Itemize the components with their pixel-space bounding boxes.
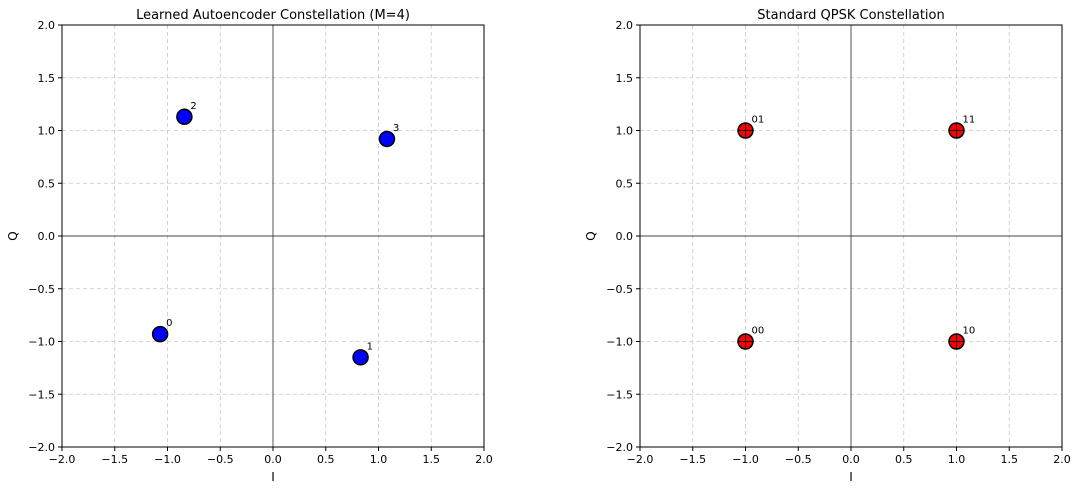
y-tick-label: 0.5 xyxy=(38,177,56,190)
x-tick-label: 1.0 xyxy=(948,453,966,466)
y-tick-label: −1.0 xyxy=(28,336,55,349)
x-tick-label: −2.0 xyxy=(49,453,76,466)
y-tick-label: 0.5 xyxy=(616,177,634,190)
x-tick-label: 0.5 xyxy=(895,453,913,466)
x-tick-label: 0.5 xyxy=(317,453,335,466)
x-tick-label: 1.5 xyxy=(423,453,441,466)
x-tick-label: −1.5 xyxy=(101,453,128,466)
x-tick-label: −2.0 xyxy=(627,453,654,466)
y-tick-label: −2.0 xyxy=(28,441,55,454)
point-label: 11 xyxy=(963,115,976,126)
data-point xyxy=(352,349,369,366)
x-tick-label: −1.5 xyxy=(679,453,706,466)
x-axis-label: I xyxy=(849,470,853,484)
point-label: 3 xyxy=(393,123,399,134)
point-label: 01 xyxy=(752,115,765,126)
data-point xyxy=(378,130,396,148)
y-tick-label: −2.0 xyxy=(606,441,633,454)
y-tick-label: 0.0 xyxy=(616,230,634,243)
y-tick-label: −0.5 xyxy=(606,283,633,296)
point-label: 0 xyxy=(166,318,172,329)
chart-title: Standard QPSK Constellation xyxy=(757,8,944,23)
chart-title: Learned Autoencoder Constellation (M=4) xyxy=(136,8,410,23)
y-tick-label: 2.0 xyxy=(38,19,56,32)
x-tick-label: 0.0 xyxy=(264,453,282,466)
y-tick-label: 1.0 xyxy=(616,125,634,138)
x-tick-label: −1.0 xyxy=(154,453,181,466)
x-tick-label: 2.0 xyxy=(1053,453,1071,466)
y-tick-label: −1.5 xyxy=(606,388,633,401)
y-axis-label: Q xyxy=(6,231,20,240)
x-tick-label: −0.5 xyxy=(207,453,234,466)
y-tick-label: −1.5 xyxy=(28,388,55,401)
data-point xyxy=(151,325,169,343)
chart-1: −2.0−2.0 −1.5 −1.5 −1.0 −1.0 −0.5 −0.5 0.0 0.0 0.… xyxy=(6,8,493,484)
y-tick-label: 1.5 xyxy=(616,72,634,85)
x-tick-label: −1.0 xyxy=(732,453,759,466)
point-label: 10 xyxy=(963,326,976,337)
y-tick-label: −0.5 xyxy=(28,283,55,296)
x-axis-label: I xyxy=(271,470,275,484)
y-tick-label: 2.0 xyxy=(616,19,634,32)
chart-2: −2.0−2.0 −1.5 −1.5 −1.0 −1.0 −0.5 −0.5 0.0 0.0 0.… xyxy=(584,8,1071,484)
y-tick-label: 1.5 xyxy=(38,72,56,85)
point-label: 2 xyxy=(190,101,196,112)
x-tick-label: 1.5 xyxy=(1001,453,1019,466)
data-point xyxy=(176,108,193,126)
x-tick-label: 2.0 xyxy=(475,453,493,466)
x-tick-label: −0.5 xyxy=(785,453,812,466)
point-label: 1 xyxy=(367,341,373,352)
x-tick-label: 1.0 xyxy=(370,453,388,466)
y-tick-label: −1.0 xyxy=(606,336,633,349)
y-tick-label: 0.0 xyxy=(38,230,56,243)
x-tick-label: 0.0 xyxy=(842,453,860,466)
y-tick-label: 1.0 xyxy=(38,125,56,138)
point-label: 00 xyxy=(752,326,765,337)
y-axis-label: Q xyxy=(584,231,598,240)
